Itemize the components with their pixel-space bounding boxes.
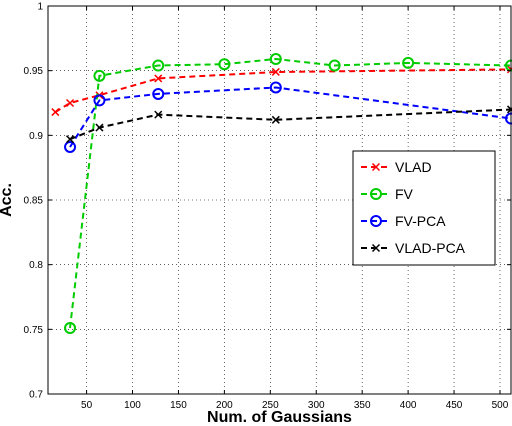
x-tick-label: 200 [216,400,233,411]
data-point [64,322,77,335]
data-point [152,87,165,100]
x-axis-label: Num. of Gaussians [207,409,352,426]
data-point [269,53,282,66]
legend: VLAD FV FV-PCA VLAD-PCA [352,150,496,266]
x-tick-label: 400 [400,400,417,411]
data-point [154,110,163,119]
y-tick-label: 0.95 [24,66,44,77]
x-tick-label: 150 [170,400,187,411]
legend-item: FV [361,186,414,202]
x-tick-label: 450 [446,400,463,411]
x-tick-label: 50 [81,400,93,411]
legend-label: VLAD-PCA [395,240,466,256]
legend-box [352,150,496,266]
data-point [328,59,341,72]
data-point [218,58,231,71]
legend-label: FV-PCA [395,213,446,229]
y-tick-label: 0.9 [29,131,43,142]
data-point [66,98,75,108]
y-tick-label: 1 [37,2,43,13]
data-point [152,59,165,72]
legend-item: VLAD-PCA [361,240,466,256]
legend-marker [371,162,381,172]
x-tick-label: 500 [492,400,509,411]
legend-marker [370,215,382,227]
data-point [93,94,106,107]
y-tick-label: 0.7 [29,390,43,401]
data-point [95,123,104,132]
y-tick-label: 0.85 [24,196,44,207]
x-tick-label: 100 [124,400,141,411]
legend-item: FV-PCA [361,213,446,229]
data-point [271,115,280,124]
y-tick-label: 0.75 [24,325,44,336]
series-line [69,57,512,329]
legend-item: VLAD [361,159,432,175]
x-tick-label: 350 [354,400,371,411]
x-tick-label: 250 [262,400,279,411]
axis-ticks: 50 100 150 200 250 300 350 400 450 500 0.7 0.75 0.8 0… [24,2,511,411]
y-tick-label: 0.8 [29,260,43,271]
legend-label: VLAD [395,159,432,175]
legend-label: FV [395,186,414,202]
data-point [269,81,282,94]
data-point [402,56,415,69]
series-line [69,86,512,148]
series-fv [64,53,512,335]
data-point [271,67,280,76]
x-tick-label: 300 [308,400,325,411]
data-point [64,140,77,153]
legend-marker [371,243,381,253]
series-layer [51,53,512,335]
y-axis-label: Acc. [0,183,15,217]
legend-marker [370,188,382,200]
data-point [154,74,163,83]
data-point [51,108,60,117]
data-point [93,69,106,82]
data-point [66,135,75,144]
